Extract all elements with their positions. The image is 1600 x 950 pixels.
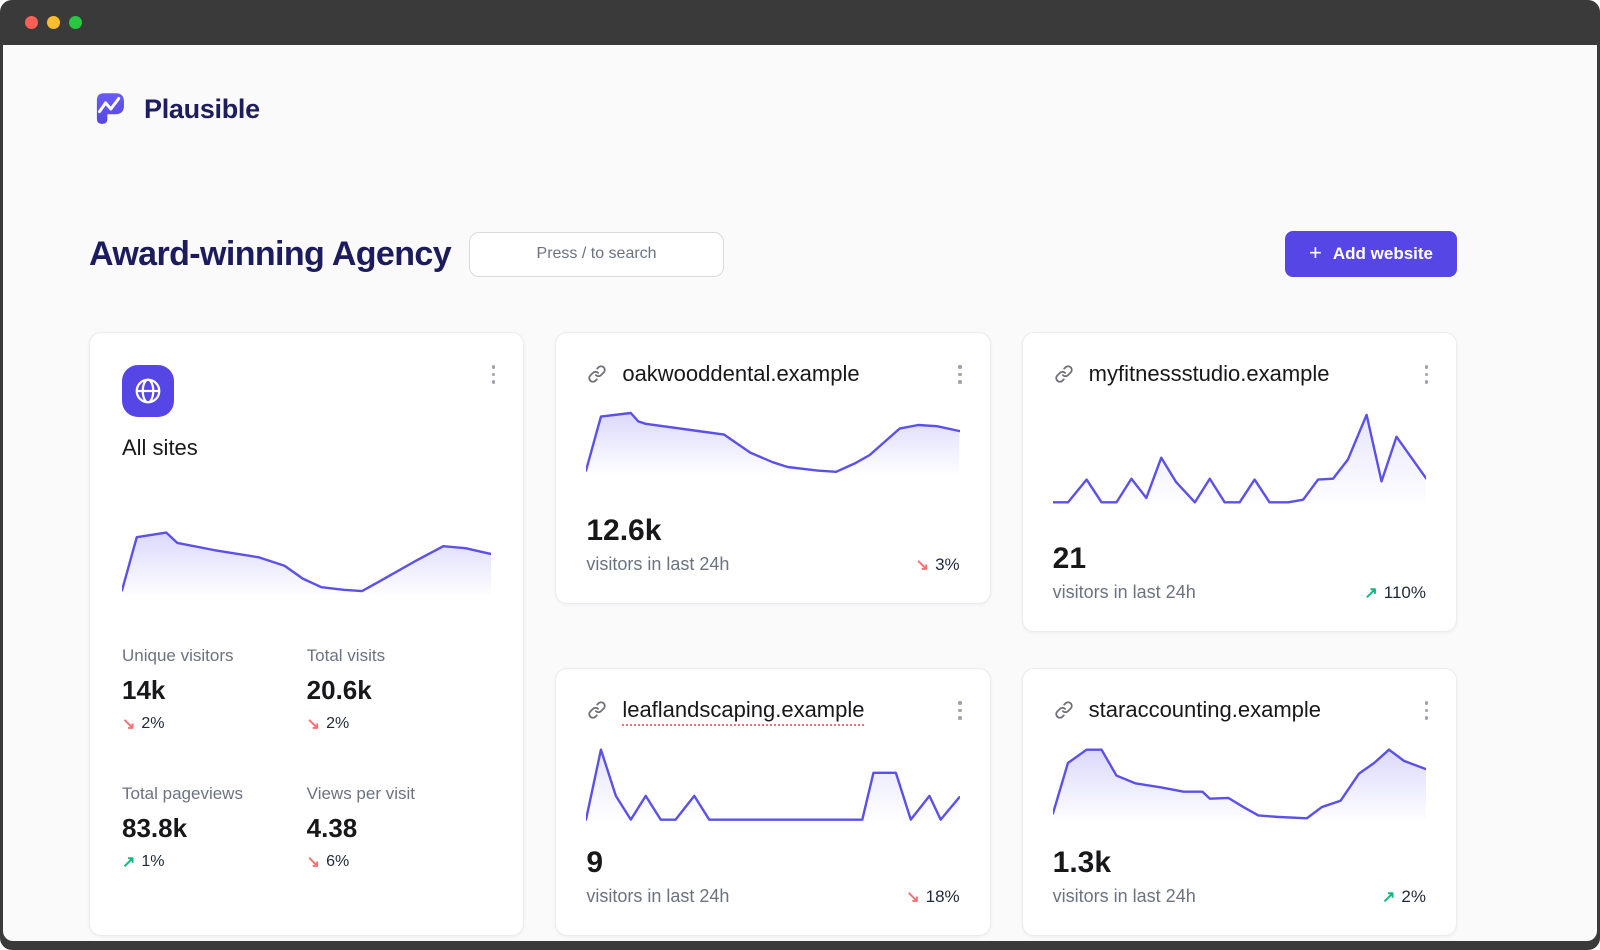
site-delta: ↗ 2% bbox=[1382, 887, 1426, 907]
stat-label: Unique visitors bbox=[122, 646, 234, 665]
visitors-caption: visitors in last 24h bbox=[586, 886, 730, 906]
add-website-button[interactable]: + Add website bbox=[1285, 231, 1457, 277]
all-sites-stats: Unique visitors 14k ↘ 2% Total visits 20… bbox=[122, 646, 491, 872]
site-delta: ↘ 18% bbox=[906, 887, 959, 907]
all-sites-sparkline bbox=[122, 525, 492, 603]
delta-value: 110% bbox=[1383, 582, 1426, 602]
stat-delta: ↘ 2% bbox=[122, 714, 307, 734]
link-icon bbox=[1055, 365, 1073, 383]
stat-unique-visitors: Unique visitors 14k ↘ 2% bbox=[122, 646, 307, 734]
brand-logo: Plausible bbox=[89, 88, 1457, 130]
page-title: Award-winning Agency bbox=[89, 234, 452, 273]
brand-name: Plausible bbox=[144, 93, 260, 124]
site-card-header: staraccounting.example bbox=[1053, 697, 1426, 723]
trend-down-icon: ↘ bbox=[306, 716, 321, 733]
link-icon bbox=[1055, 701, 1073, 719]
stat-total-pageviews: Total pageviews 83.8k ↗ 1% bbox=[122, 784, 307, 872]
caption-row: visitors in last 24h ↘ 3% bbox=[586, 554, 959, 575]
stat-value: 4.38 bbox=[306, 813, 358, 843]
stat-delta: ↗ 1% bbox=[122, 852, 307, 872]
visitor-count: 1.3k bbox=[1052, 846, 1112, 879]
stat-delta: ↘ 2% bbox=[307, 714, 492, 734]
stat-delta: ↘ 6% bbox=[307, 852, 492, 872]
stat-value: 20.6k bbox=[306, 675, 372, 705]
trend-down-icon: ↘ bbox=[306, 854, 321, 871]
trend-down-icon: ↘ bbox=[906, 888, 920, 906]
stat-label: Total pageviews bbox=[122, 784, 243, 803]
search-input[interactable] bbox=[469, 231, 725, 277]
zoom-window-button[interactable] bbox=[69, 16, 82, 29]
all-sites-card[interactable]: All sites Unique visitors 14k ↘ 2% Total… bbox=[89, 332, 525, 936]
stat-value: 14k bbox=[122, 675, 166, 705]
site-delta: ↗ 110% bbox=[1364, 583, 1426, 603]
delta-value: 3% bbox=[935, 554, 960, 574]
all-sites-title: All sites bbox=[122, 435, 198, 460]
kebab-menu-icon[interactable] bbox=[1419, 695, 1435, 726]
site-card-myfitnessstudio[interactable]: myfitnessstudio.example 21 visitors in l… bbox=[1021, 332, 1457, 632]
site-card-header: myfitnessstudio.example bbox=[1053, 361, 1426, 387]
link-icon bbox=[588, 701, 606, 719]
trend-up-icon: ↗ bbox=[122, 854, 136, 871]
stat-views-per-visit: Views per visit 4.38 ↘ 6% bbox=[307, 784, 492, 872]
stat-total-visits: Total visits 20.6k ↘ 2% bbox=[307, 646, 492, 734]
link-icon bbox=[588, 365, 606, 383]
kebab-menu-icon[interactable] bbox=[952, 695, 968, 726]
site-domain[interactable]: staraccounting.example bbox=[1088, 697, 1322, 722]
add-website-label: Add website bbox=[1332, 244, 1433, 263]
caption-row: visitors in last 24h ↗ 2% bbox=[1053, 886, 1426, 907]
site-card-oakwooddental[interactable]: oakwooddental.example 12.6k visitors in … bbox=[555, 332, 991, 604]
globe-icon bbox=[122, 365, 174, 417]
site-card-header: oakwooddental.example bbox=[586, 361, 959, 387]
visitor-count: 9 bbox=[586, 846, 604, 879]
site-domain[interactable]: leaflandscaping.example bbox=[622, 697, 865, 722]
trend-up-icon: ↗ bbox=[1364, 584, 1378, 602]
delta-value: 2% bbox=[1401, 886, 1426, 906]
stat-label: Views per visit bbox=[306, 784, 415, 803]
caption-row: visitors in last 24h ↗ 110% bbox=[1053, 582, 1426, 603]
plausible-logo-icon bbox=[96, 93, 124, 124]
site-sparkline bbox=[1052, 745, 1426, 829]
site-delta: ↘ 3% bbox=[916, 555, 960, 575]
visitors-caption: visitors in last 24h bbox=[586, 554, 730, 574]
minimize-window-button[interactable] bbox=[47, 16, 60, 29]
delta-value: 2% bbox=[141, 715, 165, 732]
site-card-header: leaflandscaping.example bbox=[586, 697, 959, 723]
caption-row: visitors in last 24h ↘ 18% bbox=[586, 886, 959, 907]
delta-value: 6% bbox=[326, 853, 350, 870]
plus-icon: + bbox=[1309, 240, 1322, 265]
trend-down-icon: ↘ bbox=[915, 556, 930, 574]
visitors-caption: visitors in last 24h bbox=[1052, 582, 1196, 602]
trend-up-icon: ↗ bbox=[1382, 888, 1396, 906]
trend-down-icon: ↘ bbox=[122, 716, 136, 733]
kebab-menu-icon[interactable] bbox=[1419, 359, 1435, 390]
site-sparkline bbox=[1052, 409, 1426, 514]
kebab-menu-icon[interactable] bbox=[952, 359, 968, 390]
window-titlebar bbox=[3, 0, 1597, 45]
visitor-count: 21 bbox=[1052, 542, 1087, 575]
sites-grid: All sites Unique visitors 14k ↘ 2% Total… bbox=[89, 332, 1457, 936]
visitors-caption: visitors in last 24h bbox=[1052, 886, 1196, 906]
site-card-staraccounting[interactable]: staraccounting.example 1.3k visitors in … bbox=[1021, 668, 1457, 936]
stat-label: Total visits bbox=[306, 646, 386, 665]
site-domain[interactable]: myfitnessstudio.example bbox=[1088, 361, 1330, 386]
visitor-count: 12.6k bbox=[586, 514, 662, 547]
delta-value: 18% bbox=[925, 886, 960, 906]
stat-value: 83.8k bbox=[122, 813, 188, 843]
delta-value: 1% bbox=[141, 853, 165, 870]
page-content: Plausible Award-winning Agency + Add web… bbox=[3, 45, 1597, 941]
delta-value: 2% bbox=[326, 715, 350, 732]
close-window-button[interactable] bbox=[25, 16, 38, 29]
site-card-leaflandscaping[interactable]: leaflandscaping.example 9 visitors in la… bbox=[555, 668, 991, 936]
page-header: Award-winning Agency + Add website bbox=[89, 231, 1457, 277]
kebab-menu-icon[interactable] bbox=[486, 359, 502, 390]
site-sparkline bbox=[586, 745, 960, 829]
site-sparkline bbox=[586, 409, 960, 481]
site-domain[interactable]: oakwooddental.example bbox=[622, 361, 860, 386]
